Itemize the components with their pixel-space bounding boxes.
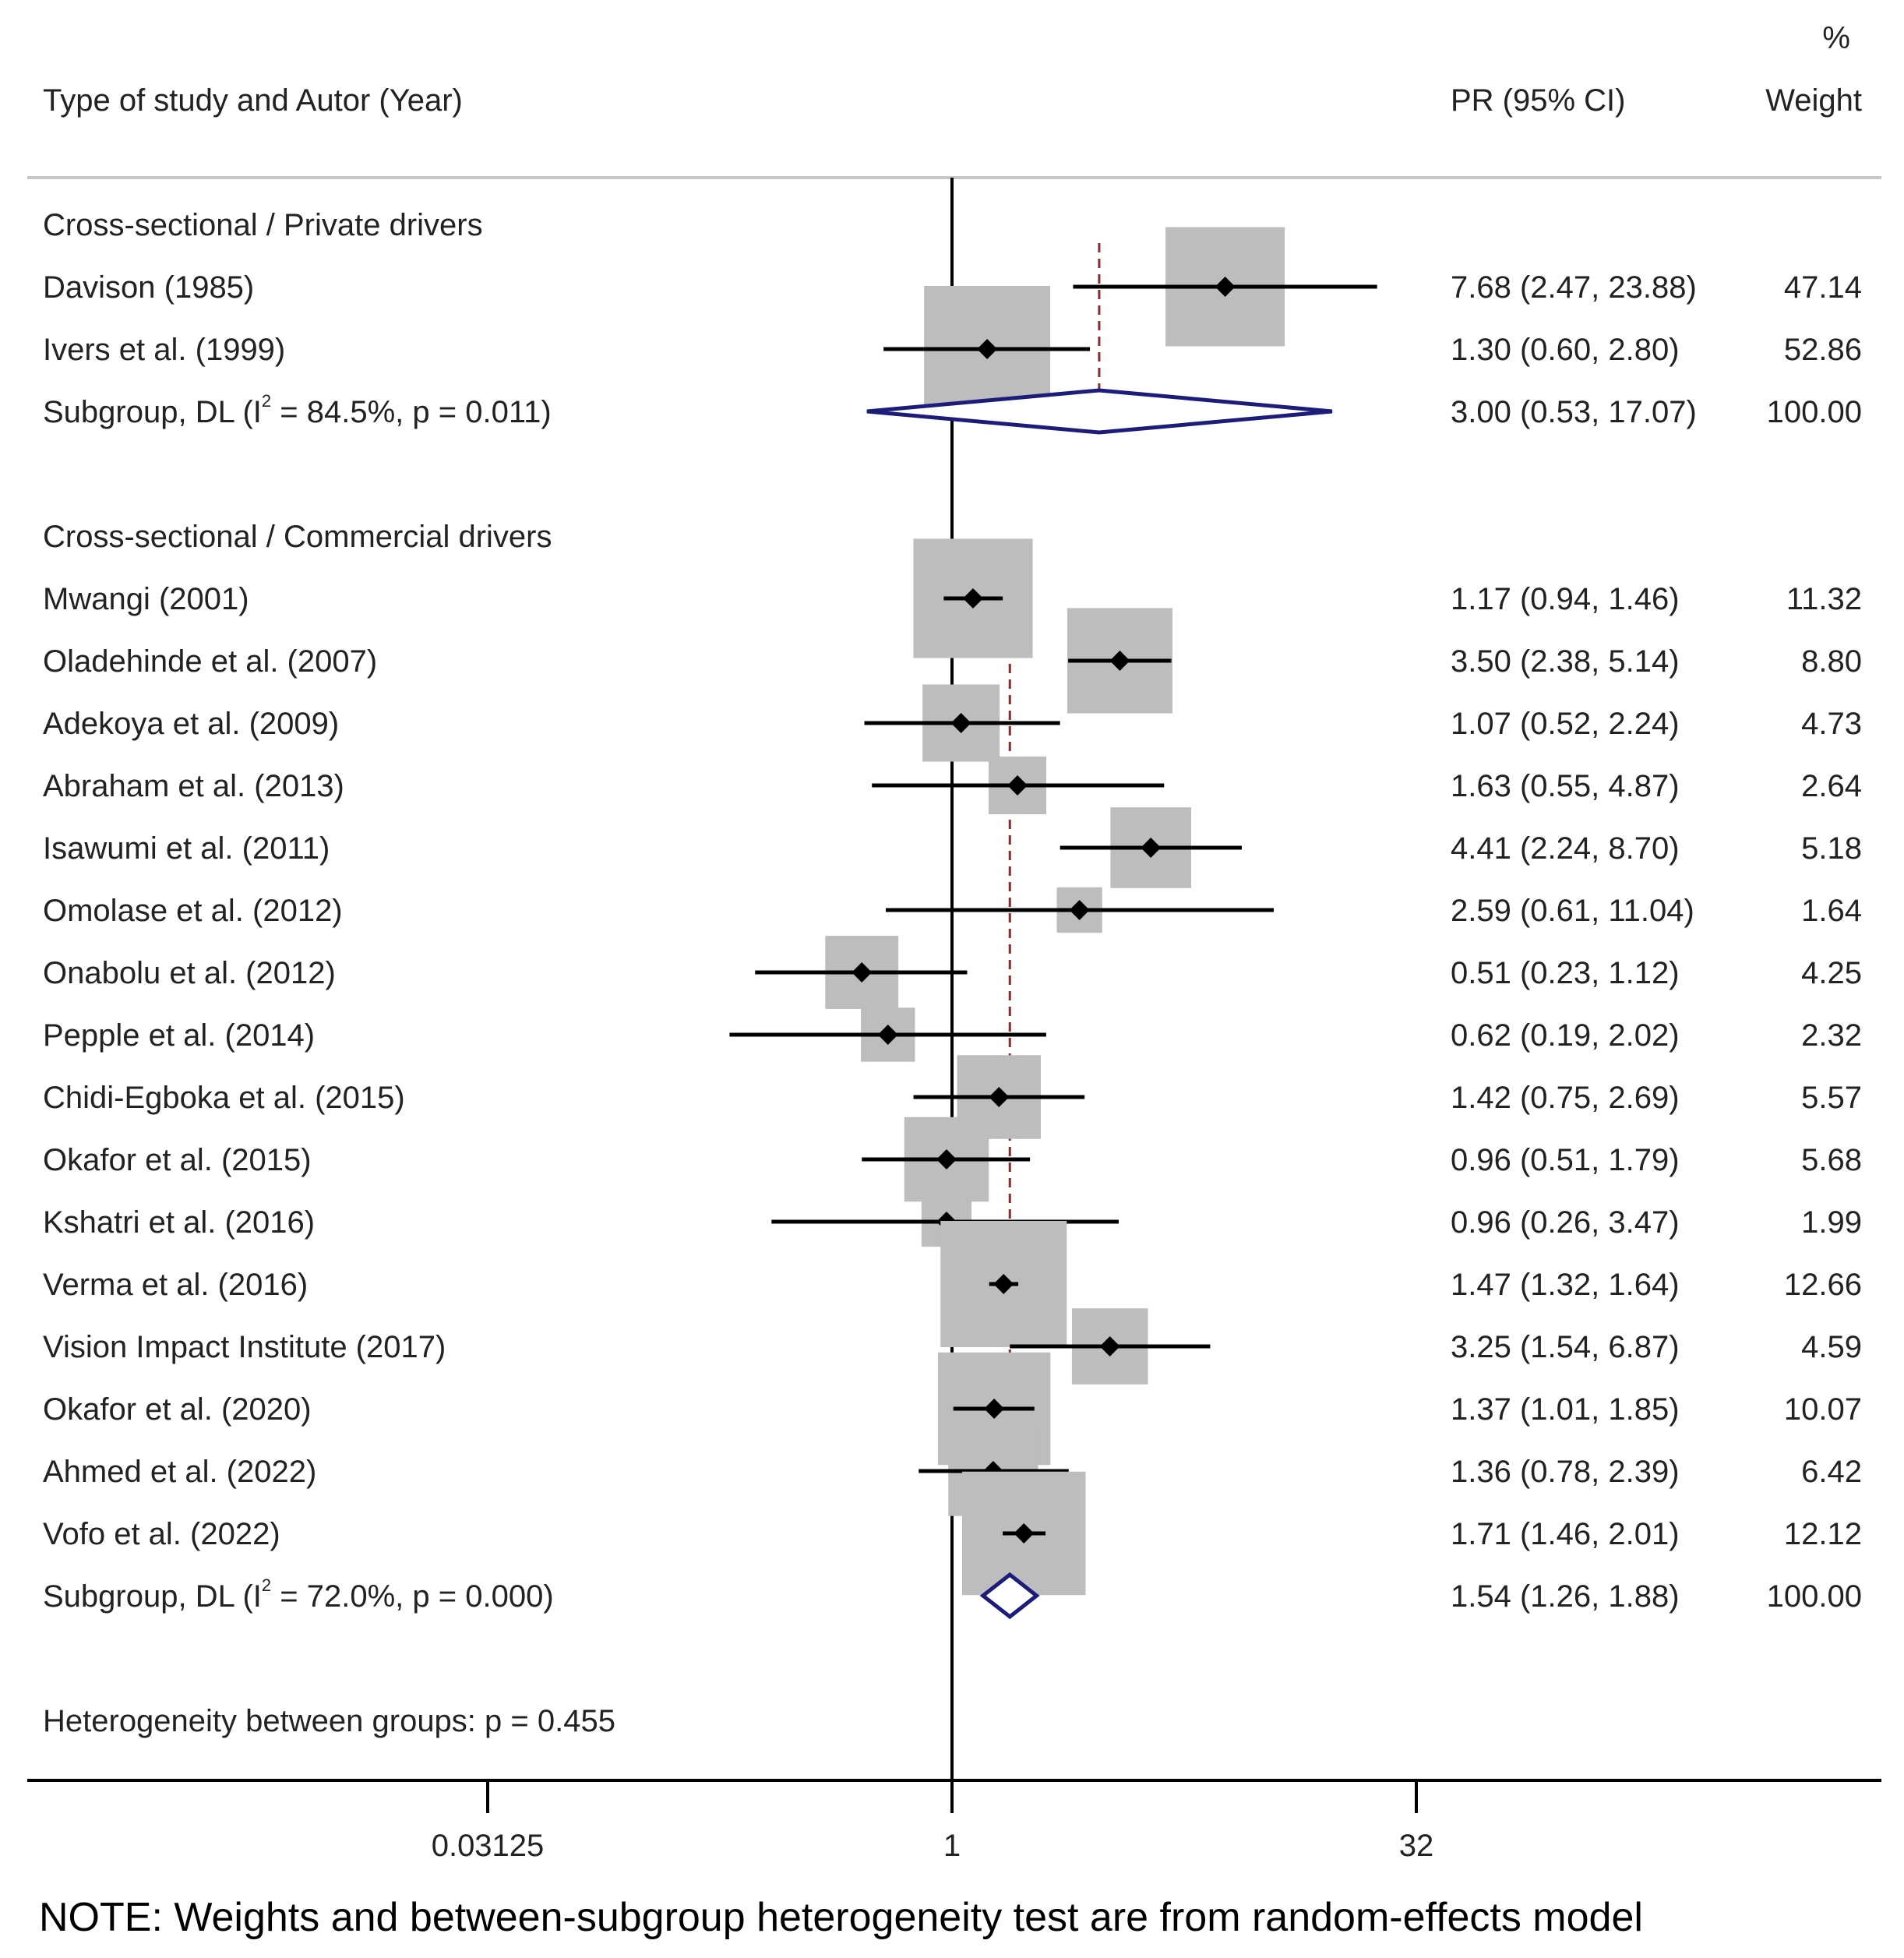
- header-effect-label: PR (95% CI): [1451, 83, 1626, 118]
- study-ci: 7.68 (2.47, 23.88): [1451, 270, 1697, 305]
- study-ci: 1.07 (0.52, 2.24): [1451, 707, 1680, 741]
- study-weight: 5.57: [1801, 1081, 1862, 1115]
- study-label: Isawumi et al. (2011): [43, 831, 330, 866]
- study-ci: 1.30 (0.60, 2.80): [1451, 333, 1680, 367]
- study-label: Chidi-Egboka et al. (2015): [43, 1081, 405, 1115]
- study-ci: 4.41 (2.24, 8.70): [1451, 831, 1680, 866]
- study-label: Ivers et al. (1999): [43, 333, 285, 367]
- study-ci: 0.62 (0.19, 2.02): [1451, 1018, 1680, 1053]
- point-estimate: [877, 1025, 898, 1045]
- study-ci: 0.96 (0.26, 3.47): [1451, 1205, 1680, 1240]
- study-ci: 0.96 (0.51, 1.79): [1451, 1143, 1680, 1177]
- study-label: Okafor et al. (2015): [43, 1143, 312, 1177]
- table-rows: Cross-sectional / Private drivers Cross-s…: [43, 208, 1862, 1614]
- subgroup-weight: 100.00: [1767, 1579, 1862, 1614]
- study-label: Adekoya et al. (2009): [43, 707, 339, 741]
- study-ci: 1.36 (0.78, 2.39): [1451, 1455, 1680, 1489]
- subgroup-ci: 1.54 (1.26, 1.88): [1451, 1579, 1680, 1614]
- subgroup-label-post: = 72.0%, p = 0.000): [271, 1579, 553, 1614]
- subgroup-label: Subgroup, DL (I2 = 72.0%, p = 0.000): [43, 1575, 554, 1614]
- subgroup-diamond: [866, 388, 1333, 435]
- header-study-label: Type of study and Autor (Year): [43, 83, 463, 118]
- study-label: Davison (1985): [43, 270, 254, 305]
- study-label: Pepple et al. (2014): [43, 1018, 315, 1053]
- study-weight: 12.66: [1784, 1268, 1862, 1302]
- study-weight: 2.32: [1801, 1018, 1862, 1053]
- group-heading: Cross-sectional / Commercial drivers: [43, 520, 552, 554]
- subgroup-label-pre: Subgroup, DL (I: [43, 1579, 262, 1614]
- study-weight: 4.25: [1801, 956, 1862, 990]
- study-label: Vofo et al. (2022): [43, 1517, 280, 1551]
- study-weight: 5.68: [1801, 1143, 1862, 1177]
- study-label: Verma et al. (2016): [43, 1268, 308, 1302]
- x-tick-label: 32: [1399, 1829, 1434, 1863]
- point-estimate: [1109, 651, 1130, 671]
- heterogeneity-text: Heterogeneity between groups: p = 0.455: [43, 1704, 615, 1738]
- point-estimate: [1014, 1523, 1035, 1543]
- study-weight: 1.64: [1801, 894, 1862, 928]
- subgroup-weight: 100.00: [1767, 395, 1862, 429]
- study-label: Vision Impact Institute (2017): [43, 1330, 446, 1364]
- study-ci: 1.17 (0.94, 1.46): [1451, 582, 1680, 616]
- study-ci: 1.47 (1.32, 1.64): [1451, 1268, 1680, 1302]
- header-weight-percent: %: [1822, 21, 1850, 55]
- study-weight: 52.86: [1784, 333, 1862, 367]
- subgroup-label-pre: Subgroup, DL (I: [43, 395, 262, 429]
- plot-marks: [729, 178, 1377, 1780]
- x-tick-label: 1: [943, 1829, 961, 1863]
- study-weight: 11.32: [1786, 582, 1862, 616]
- study-label: Omolase et al. (2012): [43, 894, 343, 928]
- study-label: Onabolu et al. (2012): [43, 956, 336, 990]
- study-ci: 0.51 (0.23, 1.12): [1451, 956, 1680, 990]
- subgroup-diamond: [979, 1572, 1040, 1620]
- point-estimate: [852, 962, 873, 983]
- study-weight: 5.18: [1801, 831, 1862, 866]
- study-weight: 4.59: [1801, 1330, 1862, 1364]
- study-weight: 8.80: [1801, 644, 1862, 679]
- study-ci: 1.37 (1.01, 1.85): [1451, 1392, 1680, 1427]
- study-weight: 10.07: [1784, 1392, 1862, 1427]
- study-weight: 12.12: [1784, 1517, 1862, 1551]
- study-label: Mwangi (2001): [43, 582, 249, 616]
- point-estimate: [984, 1399, 1005, 1419]
- point-estimate: [989, 1087, 1010, 1107]
- study-ci: 2.59 (0.61, 11.04): [1451, 894, 1694, 928]
- study-ci: 1.63 (0.55, 4.87): [1451, 769, 1680, 803]
- point-estimate: [1215, 277, 1236, 297]
- study-weight: 6.42: [1801, 1455, 1862, 1489]
- study-label: Kshatri et al. (2016): [43, 1205, 315, 1240]
- subgroup-ci: 3.00 (0.53, 17.07): [1451, 395, 1697, 429]
- study-label: Okafor et al. (2020): [43, 1392, 312, 1427]
- point-estimate: [977, 339, 998, 359]
- point-estimate: [950, 713, 971, 733]
- x-axis-ticks: 0.03125 1 32: [432, 1780, 1434, 1863]
- point-estimate: [1099, 1336, 1120, 1356]
- study-label: Ahmed et al. (2022): [43, 1455, 316, 1489]
- study-ci: 1.71 (1.46, 2.01): [1451, 1517, 1680, 1551]
- study-label: Abraham et al. (2013): [43, 769, 344, 803]
- point-estimate: [993, 1274, 1014, 1294]
- header-weight-label: Weight: [1765, 83, 1862, 118]
- subgroup-label-superscript: 2: [262, 1575, 271, 1595]
- study-ci: 3.50 (2.38, 5.14): [1451, 644, 1680, 679]
- point-estimate: [1007, 775, 1028, 796]
- footnote: NOTE: Weights and between-subgroup heter…: [39, 1895, 1643, 1940]
- subgroup-label-post: = 84.5%, p = 0.011): [271, 395, 552, 429]
- point-estimate: [1069, 900, 1090, 920]
- subgroup-label: Subgroup, DL (I2 = 84.5%, p = 0.011): [43, 391, 552, 429]
- point-estimate: [1141, 838, 1162, 858]
- x-tick-label: 0.03125: [432, 1829, 545, 1863]
- subgroup-label-superscript: 2: [262, 391, 271, 411]
- group-heading: Cross-sectional / Private drivers: [43, 208, 483, 242]
- study-weight: 1.99: [1801, 1205, 1862, 1240]
- point-estimate: [962, 588, 983, 609]
- study-weight: 2.64: [1801, 769, 1862, 803]
- study-ci: 3.25 (1.54, 6.87): [1451, 1330, 1680, 1364]
- point-estimate: [936, 1149, 957, 1170]
- study-ci: 1.42 (0.75, 2.69): [1451, 1081, 1680, 1115]
- study-weight: 4.73: [1801, 707, 1862, 741]
- study-weight: 47.14: [1784, 270, 1862, 305]
- study-label: Oladehinde et al. (2007): [43, 644, 377, 679]
